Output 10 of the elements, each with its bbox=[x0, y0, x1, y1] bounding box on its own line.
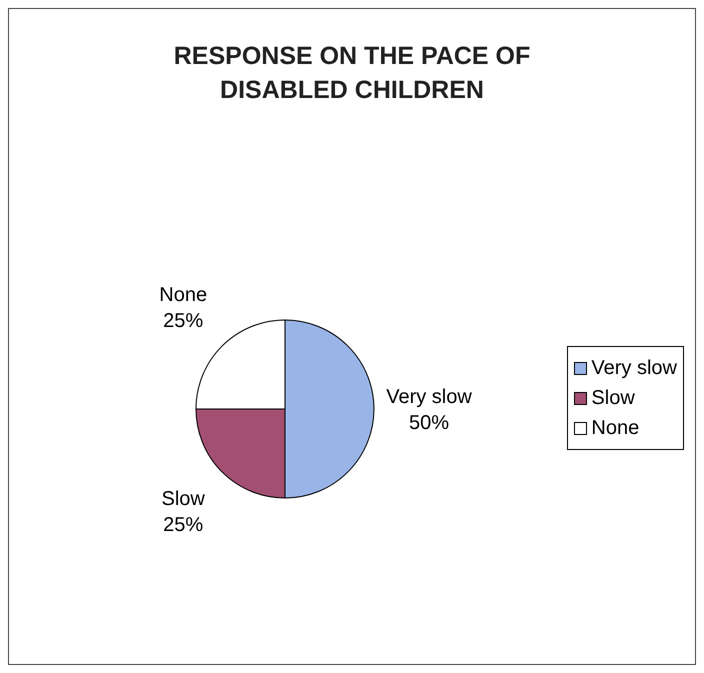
data-label: 50% bbox=[408, 412, 450, 434]
slice-label: None bbox=[159, 284, 208, 306]
slice-label: Slow bbox=[161, 488, 206, 510]
data-label: 25% bbox=[163, 514, 204, 536]
legend-label: Slow bbox=[591, 386, 635, 411]
legend-label: Very slow bbox=[591, 356, 677, 381]
data-label: 25% bbox=[163, 310, 204, 332]
slice-label: Very slow bbox=[386, 386, 472, 408]
legend-label: None bbox=[591, 416, 640, 441]
chart-title: RESPONSE ON THE PACE OF DISABLED CHILDREN bbox=[172, 41, 532, 106]
